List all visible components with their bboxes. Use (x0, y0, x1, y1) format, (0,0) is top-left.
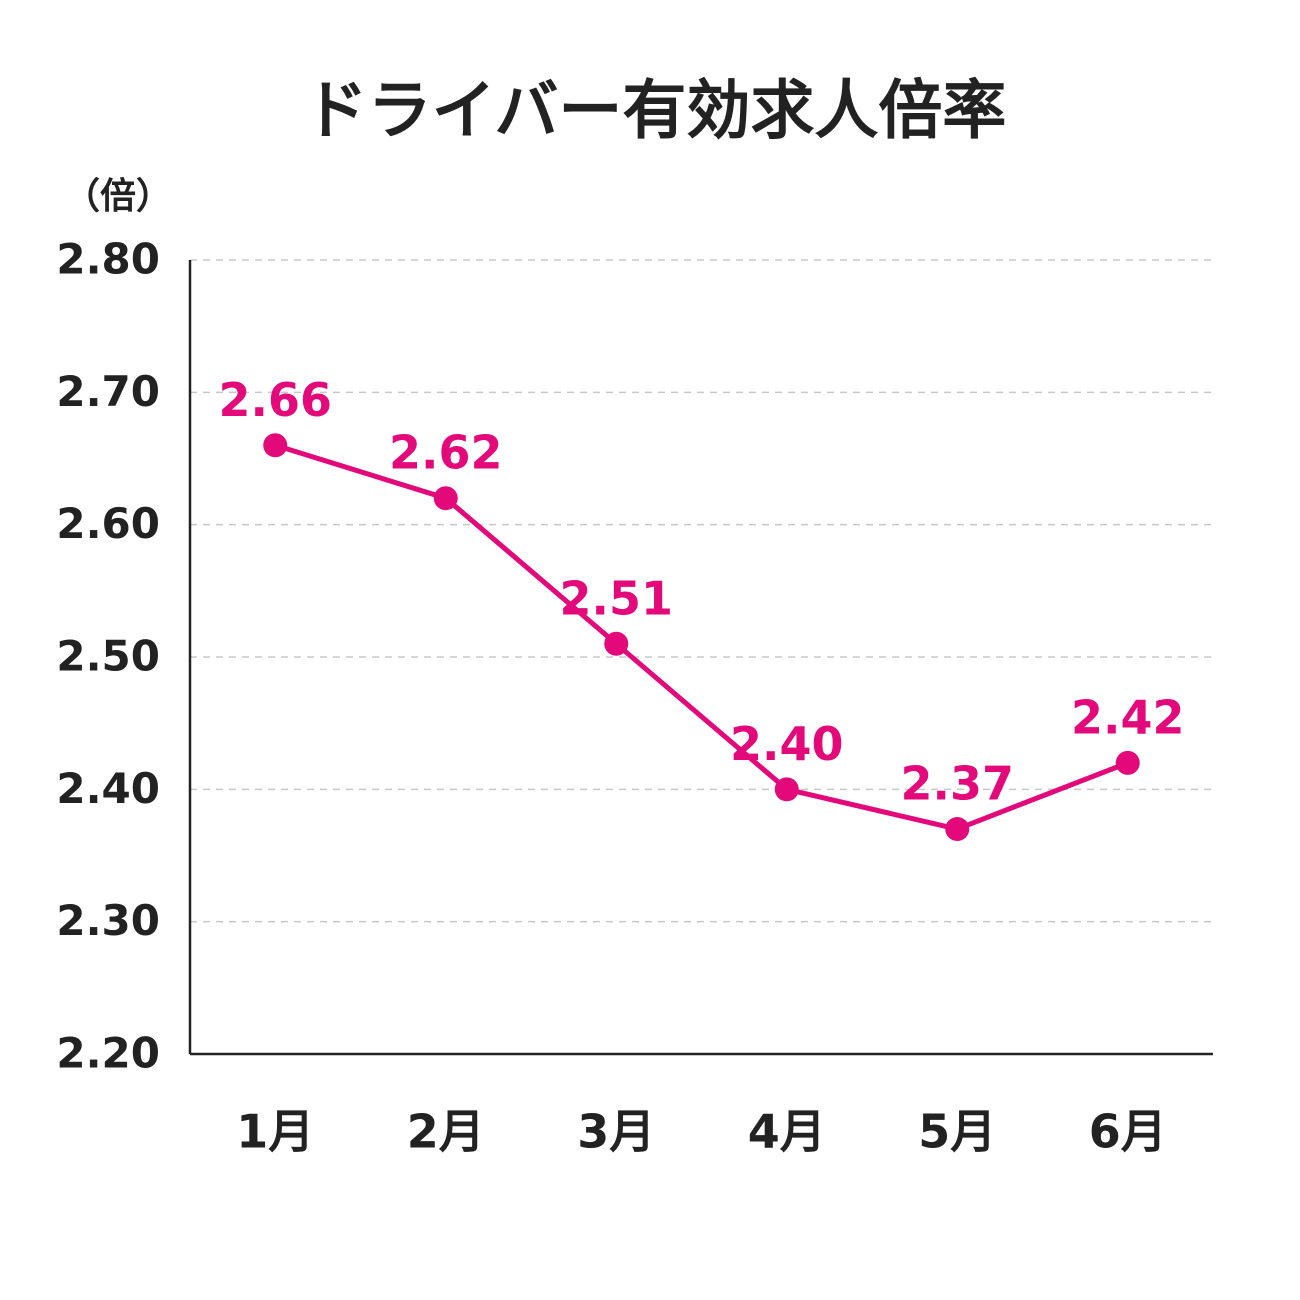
point (433, 486, 458, 511)
y-tick-label: 2.30 (56, 896, 160, 945)
y-tick-label: 2.70 (56, 367, 160, 416)
x-tick-label: 1月 (236, 1105, 314, 1159)
y-tick-label: 2.20 (56, 1029, 160, 1078)
y-tick-label: 2.50 (56, 632, 160, 681)
point (604, 631, 629, 656)
point (263, 433, 288, 458)
x-tick-label: 2月 (407, 1105, 485, 1159)
data-label: 2.51 (560, 571, 674, 625)
data-label: 2.62 (389, 426, 503, 480)
y-tick-label: 2.40 (56, 764, 160, 813)
data-label: 2.40 (730, 717, 844, 771)
y-tick-label: 2.80 (56, 235, 160, 284)
x-tick-label: 3月 (577, 1105, 655, 1159)
x-tick-label: 6月 (1089, 1105, 1167, 1159)
chart-title: ドライバー有効求人倍率 (304, 75, 1007, 149)
point (774, 777, 799, 802)
x-tick-label: 5月 (918, 1105, 996, 1159)
data-label: 2.42 (1071, 690, 1185, 744)
data-label: 2.66 (219, 373, 333, 427)
data-label: 2.37 (901, 757, 1015, 811)
point (945, 817, 970, 842)
x-tick-label: 4月 (748, 1105, 826, 1159)
point (1115, 750, 1140, 775)
y-tick-label: 2.60 (56, 499, 160, 548)
y-axis-label: （倍） (64, 176, 172, 217)
line (274, 442, 1129, 832)
